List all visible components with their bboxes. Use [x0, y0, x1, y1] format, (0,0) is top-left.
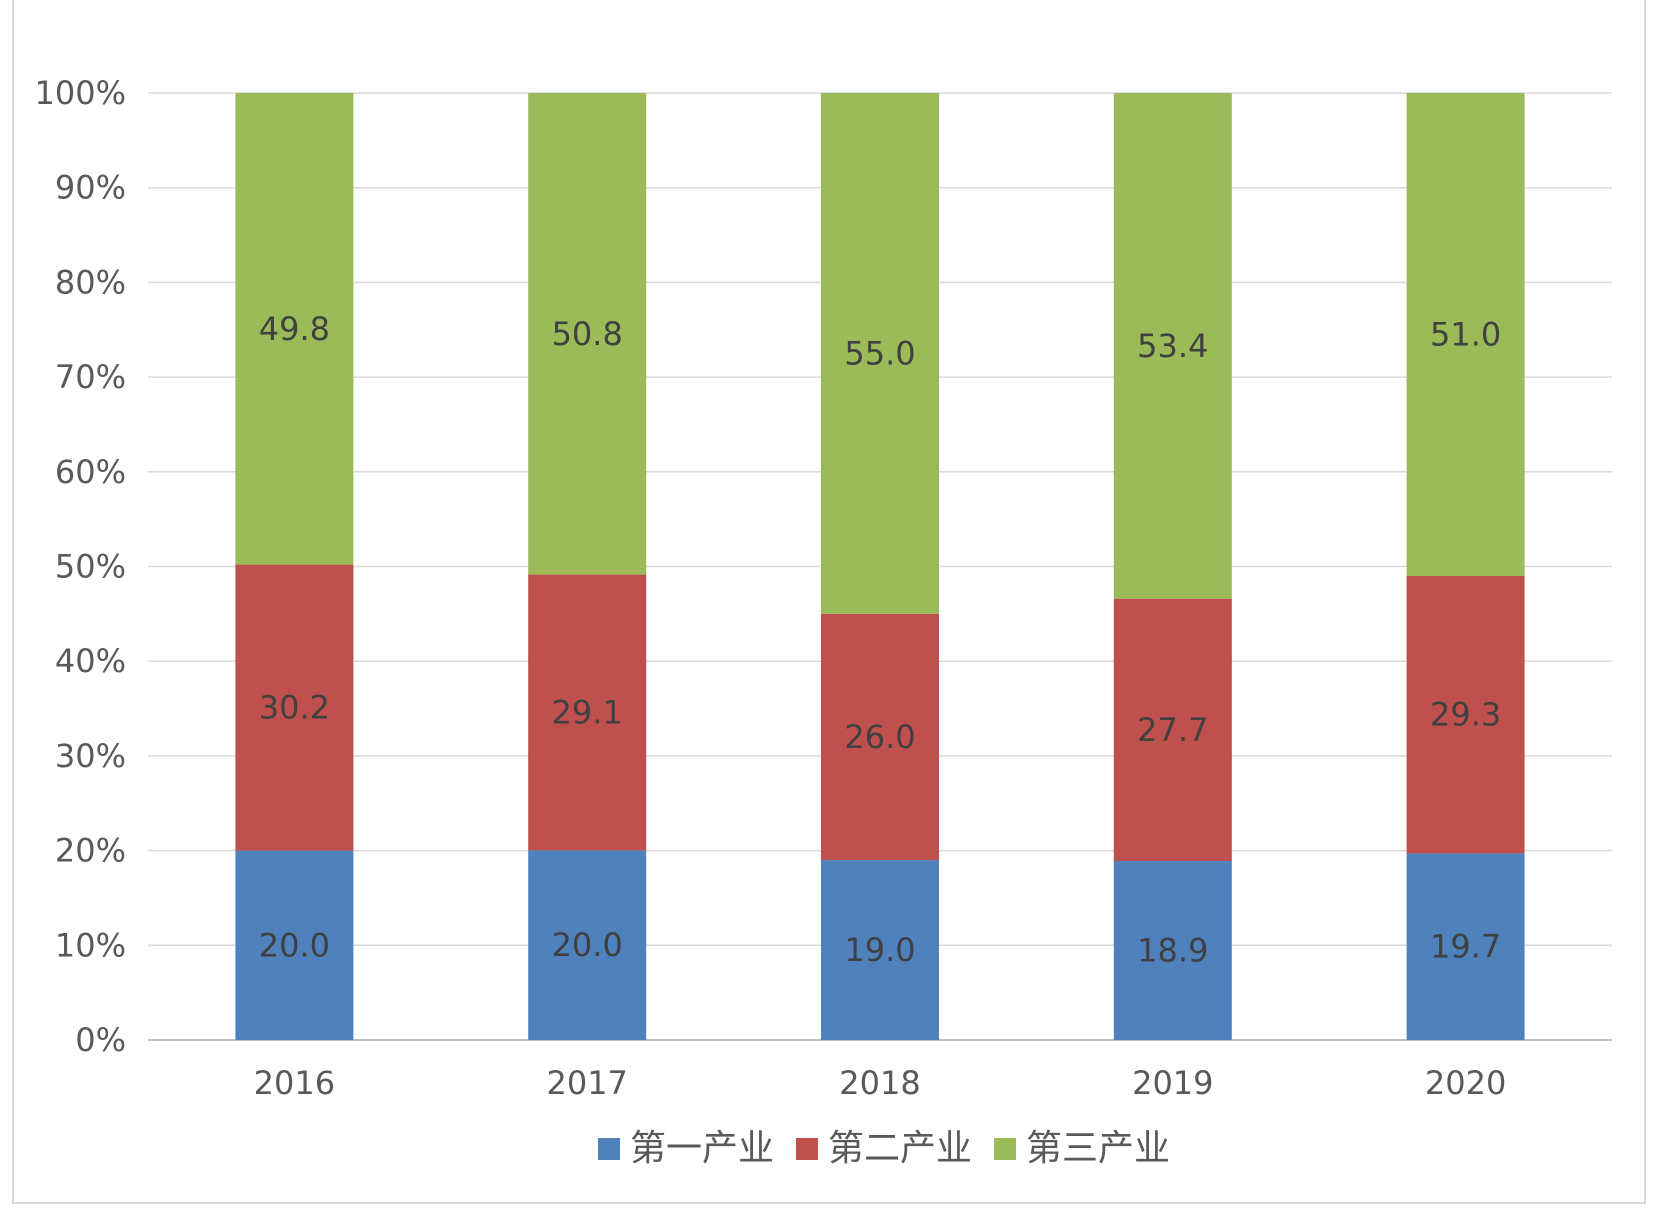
bar-2016-series-0	[235, 850, 354, 1040]
data-label-2019-series-0: 18.9	[1137, 932, 1208, 970]
bar-2017-series-1	[528, 574, 647, 851]
data-labels: 20.0 30.2 49.8 20.0 29.1 50.8 19.0 26.0 55.0 18.9…	[259, 310, 1501, 970]
bars	[235, 93, 1525, 1040]
y-tick-label: 100%	[35, 74, 126, 112]
legend: 第一产业 第二产业 第三产业	[598, 1128, 1170, 1169]
data-label-2017-series-1: 29.1	[552, 693, 623, 731]
bar-2018-series-0	[821, 860, 939, 1040]
bar-2019-series-2	[1113, 93, 1232, 599]
legend-swatch-series-2	[994, 1138, 1016, 1160]
x-category-label-2018: 2018	[839, 1064, 920, 1102]
data-label-2018-series-2: 55.0	[844, 334, 915, 372]
legend-label-series-2: 第三产业	[1026, 1128, 1170, 1169]
y-tick-label: 80%	[55, 263, 126, 301]
data-label-2019-series-1: 27.7	[1137, 711, 1208, 749]
x-category-label-2019: 2019	[1132, 1064, 1213, 1102]
data-label-2016-series-0: 20.0	[259, 926, 330, 964]
bar-2019-series-0	[1113, 861, 1232, 1040]
bar-2018-series-1	[821, 613, 939, 861]
y-tick-label: 30%	[55, 737, 126, 775]
y-axis-tick-labels: 0% 10% 20% 30% 40% 50% 60% 70% 80% 90% 100%	[35, 74, 126, 1059]
bar-2017-series-0	[528, 850, 647, 1040]
bar-2017-series-2	[528, 93, 647, 575]
bar-2016-series-2	[235, 93, 354, 565]
data-label-2020-series-1: 29.3	[1430, 696, 1501, 734]
data-label-2018-series-1: 26.0	[844, 718, 915, 756]
y-tick-label: 40%	[55, 642, 126, 680]
y-tick-label: 20%	[55, 832, 126, 870]
bar-2018-series-2	[821, 93, 939, 614]
x-axis-category-labels: 2016 2017 2018 2019 2020	[254, 1064, 1507, 1102]
bar-2016-series-1	[235, 564, 354, 851]
legend-swatch-series-0	[598, 1138, 620, 1160]
y-tick-label: 70%	[55, 358, 126, 396]
data-label-2017-series-0: 20.0	[552, 926, 623, 964]
data-label-2020-series-0: 19.7	[1430, 928, 1501, 966]
y-tick-label: 90%	[55, 169, 126, 207]
y-tick-label: 50%	[55, 548, 126, 586]
legend-label-series-0: 第一产业	[630, 1128, 774, 1169]
y-tick-label: 10%	[55, 926, 126, 964]
data-label-2018-series-0: 19.0	[844, 931, 915, 969]
y-tick-label: 0%	[75, 1021, 126, 1059]
chart-frame	[12, 0, 1646, 1204]
data-label-2019-series-2: 53.4	[1137, 327, 1208, 365]
bar-2020-series-1	[1406, 575, 1525, 854]
x-category-label-2016: 2016	[254, 1064, 335, 1102]
data-label-2017-series-2: 50.8	[552, 315, 623, 353]
data-label-2016-series-1: 30.2	[259, 689, 330, 727]
x-category-label-2020: 2020	[1425, 1064, 1506, 1102]
bar-2019-series-1	[1113, 598, 1232, 862]
bar-2020-series-0	[1406, 853, 1525, 1040]
x-category-label-2017: 2017	[546, 1064, 627, 1102]
y-tick-label: 60%	[55, 453, 126, 491]
data-label-2020-series-2: 51.0	[1430, 315, 1501, 353]
data-label-2016-series-2: 49.8	[259, 310, 330, 348]
bar-2020-series-2	[1406, 93, 1525, 576]
legend-swatch-series-1	[796, 1138, 818, 1160]
legend-label-series-1: 第二产业	[828, 1128, 972, 1169]
